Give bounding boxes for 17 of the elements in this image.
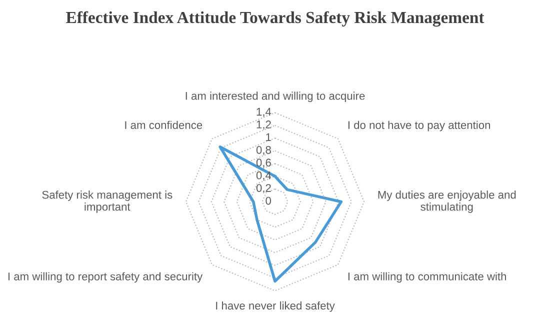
chart-title: Effective Index Attitude Towards Safety Risk Management bbox=[66, 11, 484, 27]
y-tick-label: 0 bbox=[266, 196, 272, 205]
spoke-label: I am confidence bbox=[125, 120, 202, 130]
y-tick-label: 1,2 bbox=[256, 120, 271, 130]
spoke-label: I am willing to report safety and security bbox=[8, 272, 203, 283]
spoke-label: Safety risk management is important bbox=[42, 190, 172, 213]
spoke-label: I am interested and willing to acquire bbox=[186, 92, 365, 102]
y-tick-label: 0,6 bbox=[256, 158, 271, 168]
spoke-label: I am willing to communicate with bbox=[348, 272, 506, 283]
y-tick-label: 0,8 bbox=[256, 146, 271, 156]
y-tick-label: 0,2 bbox=[256, 184, 271, 194]
spoke-label: I do not have to pay attention bbox=[348, 120, 490, 132]
y-tick-label: 1 bbox=[266, 133, 271, 141]
spoke-label: I have never liked safety bbox=[216, 301, 335, 312]
spoke-label: My duties are enjoyable and stimulating bbox=[378, 190, 516, 213]
y-tick-label: 1,4 bbox=[256, 108, 272, 117]
y-tick-label: 0,4 bbox=[256, 171, 272, 181]
